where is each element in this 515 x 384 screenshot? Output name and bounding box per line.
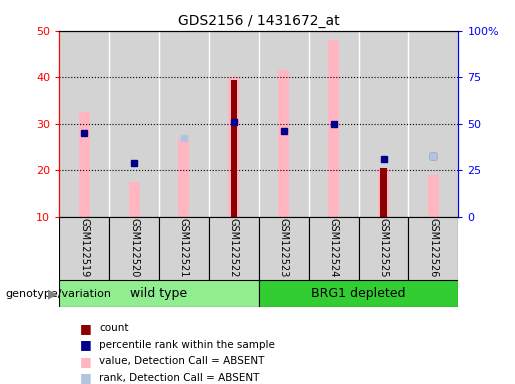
Bar xyxy=(408,217,458,280)
Bar xyxy=(259,280,458,307)
Text: ■: ■ xyxy=(80,338,92,351)
Bar xyxy=(59,280,259,307)
Bar xyxy=(59,217,109,280)
Text: wild type: wild type xyxy=(130,287,187,300)
Text: count: count xyxy=(99,323,129,333)
Text: rank, Detection Call = ABSENT: rank, Detection Call = ABSENT xyxy=(99,373,260,383)
Text: GSM122525: GSM122525 xyxy=(379,218,388,278)
Bar xyxy=(228,77,239,217)
Bar xyxy=(378,168,389,217)
Bar xyxy=(428,175,439,217)
Bar xyxy=(259,217,308,280)
Bar xyxy=(328,40,339,217)
Bar xyxy=(159,217,209,280)
Text: GSM122522: GSM122522 xyxy=(229,218,239,278)
Bar xyxy=(358,217,408,280)
Bar xyxy=(308,217,358,280)
Bar xyxy=(109,217,159,280)
Text: GSM122526: GSM122526 xyxy=(428,218,438,278)
Text: GSM122524: GSM122524 xyxy=(329,218,339,278)
Bar xyxy=(209,217,259,280)
Text: ■: ■ xyxy=(80,355,92,368)
Bar xyxy=(380,168,387,217)
Text: ▶: ▶ xyxy=(48,287,58,300)
Bar xyxy=(79,112,90,217)
Text: ■: ■ xyxy=(80,322,92,335)
Text: BRG1 depleted: BRG1 depleted xyxy=(312,287,406,300)
Text: GSM122523: GSM122523 xyxy=(279,218,289,278)
Text: GSM122521: GSM122521 xyxy=(179,218,189,278)
Text: value, Detection Call = ABSENT: value, Detection Call = ABSENT xyxy=(99,356,265,366)
Bar xyxy=(179,138,190,217)
Text: GSM122520: GSM122520 xyxy=(129,218,139,278)
Bar xyxy=(129,182,140,217)
Bar xyxy=(278,70,289,217)
Bar xyxy=(231,79,237,217)
Text: genotype/variation: genotype/variation xyxy=(5,289,111,299)
Text: GSM122519: GSM122519 xyxy=(79,218,89,278)
Text: ■: ■ xyxy=(80,371,92,384)
Text: percentile rank within the sample: percentile rank within the sample xyxy=(99,340,276,350)
Title: GDS2156 / 1431672_at: GDS2156 / 1431672_at xyxy=(178,14,339,28)
